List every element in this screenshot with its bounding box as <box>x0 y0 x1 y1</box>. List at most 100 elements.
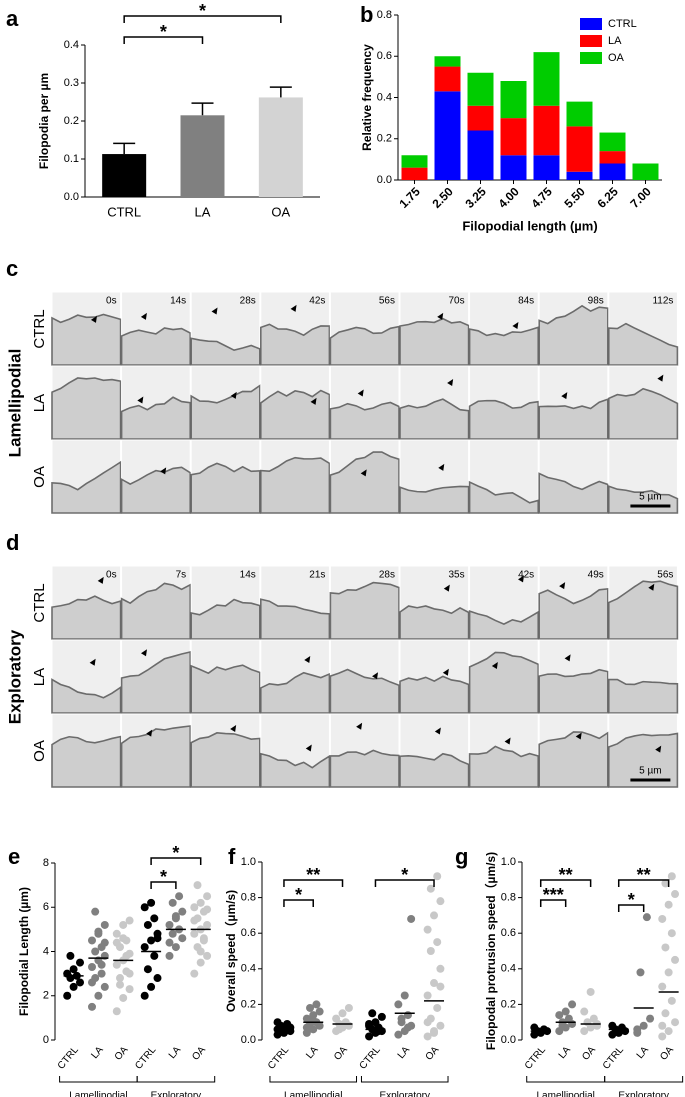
data-point <box>178 907 187 916</box>
cell-region <box>51 595 122 640</box>
cell-region <box>329 401 400 440</box>
time-label: 28s <box>240 296 256 307</box>
time-label: 28s <box>379 570 395 581</box>
arrowhead <box>561 392 568 400</box>
cell-region <box>608 580 679 640</box>
y-tick-label: 0.8 <box>501 892 516 904</box>
time-label: 84s <box>518 296 534 307</box>
y-tick-label: 1.0 <box>501 856 516 868</box>
data-point <box>365 1019 374 1028</box>
bar <box>258 97 303 197</box>
significance-bracket <box>283 879 344 887</box>
x-tick-label: LA <box>89 1044 106 1061</box>
x-tick-label: 1.75 <box>396 184 423 211</box>
x-tick-label: OA <box>424 1044 442 1062</box>
data-point <box>147 982 156 991</box>
y-tick-label: 0.2 <box>377 133 392 145</box>
y-tick-label: 6 <box>43 901 49 913</box>
section-bracket <box>526 1076 606 1083</box>
data-point <box>112 960 121 969</box>
significance-label: * <box>628 890 635 910</box>
cell-region <box>329 325 400 366</box>
section-label: Lamellipodial <box>284 1091 342 1097</box>
data-point <box>580 1007 589 1016</box>
row-label: LA <box>31 668 48 686</box>
data-point <box>309 1016 318 1025</box>
data-point <box>315 1007 324 1016</box>
data-point <box>341 1018 350 1027</box>
data-point <box>165 938 174 947</box>
time-label: 56s <box>657 570 673 581</box>
data-point <box>100 982 109 991</box>
data-point <box>97 969 106 978</box>
data-point <box>423 991 432 1000</box>
data-point <box>199 934 208 943</box>
arrowhead <box>90 315 97 323</box>
data-point <box>658 982 667 991</box>
data-point <box>661 1009 670 1018</box>
data-point <box>433 872 442 881</box>
data-point <box>344 1003 353 1012</box>
data-point <box>433 938 442 947</box>
cell-region <box>260 323 331 366</box>
legend-label: OA <box>608 52 625 64</box>
data-point <box>147 898 156 907</box>
arrowhead <box>434 727 441 735</box>
panel-letter: f <box>228 844 236 869</box>
data-point <box>664 1027 673 1036</box>
significance-label: ** <box>559 865 573 885</box>
cell-region <box>51 735 122 788</box>
y-tick-label: 0.6 <box>501 927 516 939</box>
data-point <box>658 914 667 923</box>
cell-region <box>538 304 609 366</box>
legend-label: CTRL <box>608 18 637 30</box>
significance-label: * <box>172 843 179 863</box>
bar-segment <box>533 105 560 156</box>
data-point <box>76 978 84 987</box>
y-tick-label: 0.0 <box>501 1034 516 1046</box>
data-point <box>203 905 212 914</box>
data-point <box>671 890 680 899</box>
significance-label: * <box>199 1 206 21</box>
y-tick-label: 0.2 <box>241 998 256 1010</box>
arrowhead <box>447 378 454 386</box>
arrowhead <box>290 304 297 312</box>
bar-segment <box>467 72 494 106</box>
arrowhead <box>230 391 237 399</box>
arrowhead <box>356 722 363 730</box>
cell-region <box>120 396 191 440</box>
cell-region <box>260 456 331 514</box>
data-point <box>671 955 680 964</box>
data-point <box>94 927 103 936</box>
x-tick-label: 4.75 <box>528 184 555 211</box>
cell-region <box>190 598 261 640</box>
data-point <box>119 934 128 943</box>
section-bracket <box>269 1076 358 1083</box>
time-label: 49s <box>588 570 604 581</box>
cell-region <box>120 725 191 788</box>
section-bracket <box>59 1076 138 1083</box>
x-tick-label: CTRL <box>358 1044 383 1071</box>
arrowhead <box>310 397 317 405</box>
x-tick-label: CTRL <box>601 1044 626 1071</box>
arrowhead <box>437 312 444 320</box>
cell-region <box>260 671 331 714</box>
data-point <box>561 1007 570 1016</box>
data-point <box>196 947 205 956</box>
y-tick-label: 0.2 <box>64 115 79 127</box>
significance-bracket <box>150 857 202 865</box>
panel-letter: e <box>8 844 20 869</box>
arrowhead <box>512 321 519 329</box>
arrowhead <box>491 662 498 670</box>
data-point <box>377 1012 386 1021</box>
arrowhead <box>305 744 312 752</box>
arrowhead <box>211 307 218 315</box>
bar-segment <box>401 167 428 180</box>
significance-bracket <box>617 904 645 912</box>
row-label: OA <box>31 466 48 488</box>
arrowhead <box>559 582 566 590</box>
data-point <box>433 1003 442 1012</box>
x-tick-label: LA <box>557 1044 574 1061</box>
arrowhead <box>140 312 147 320</box>
data-point <box>112 1007 121 1016</box>
